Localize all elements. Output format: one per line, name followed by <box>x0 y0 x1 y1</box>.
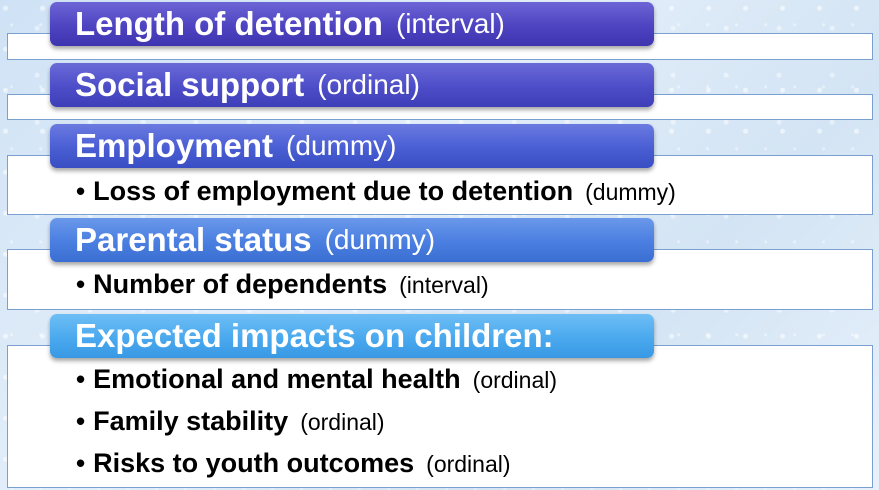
heading-title: Expected impacts on children: <box>75 317 554 354</box>
bullet-emotional-mental-health: • Emotional and mental health (ordinal) <box>76 364 557 395</box>
heading-title: Social support <box>75 66 305 103</box>
bullet-text: Loss of employment due to detention <box>93 176 574 206</box>
bullet-marker: • <box>76 406 86 436</box>
heading-type-tag: (dummy) <box>286 130 397 161</box>
bullet-marker: • <box>76 176 86 206</box>
heading-social-support: Social support (ordinal) <box>50 63 654 107</box>
heading-expected-impacts: Expected impacts on children: <box>50 314 654 358</box>
heading-title: Parental status <box>75 221 312 258</box>
heading-type-tag: (ordinal) <box>317 69 420 100</box>
bullet-type-tag: (ordinal) <box>300 409 385 435</box>
bullet-text: Number of dependents <box>93 269 388 299</box>
bullet-text: Risks to youth outcomes <box>93 448 415 478</box>
bullet-number-of-dependents: • Number of dependents (interval) <box>76 269 489 300</box>
section-box-expected-impacts <box>7 345 873 488</box>
bullet-type-tag: (ordinal) <box>426 451 511 477</box>
bullet-loss-of-employment: • Loss of employment due to detention (d… <box>76 176 676 207</box>
bullet-marker: • <box>76 269 86 299</box>
bullet-type-tag: (ordinal) <box>472 367 558 393</box>
heading-type-tag: (interval) <box>395 8 505 39</box>
bullet-type-tag: (dummy) <box>585 179 676 205</box>
heading-title: Length of detention <box>75 5 383 42</box>
heading-type-tag: (dummy) <box>324 224 436 255</box>
bullet-marker: • <box>76 448 86 478</box>
bullet-type-tag: (interval) <box>399 272 489 298</box>
heading-title: Employment <box>75 127 274 164</box>
heading-length-of-detention: Length of detention (interval) <box>50 2 654 46</box>
bullet-risks-to-youth-outcomes: • Risks to youth outcomes (ordinal) <box>76 448 511 479</box>
heading-parental-status: Parental status (dummy) <box>50 218 654 262</box>
bullet-marker: • <box>76 364 86 394</box>
bullet-text: Family stability <box>93 406 289 436</box>
bullet-text: Emotional and mental health <box>93 364 461 394</box>
bullet-family-stability: • Family stability (ordinal) <box>76 406 385 437</box>
heading-employment: Employment (dummy) <box>50 124 654 168</box>
